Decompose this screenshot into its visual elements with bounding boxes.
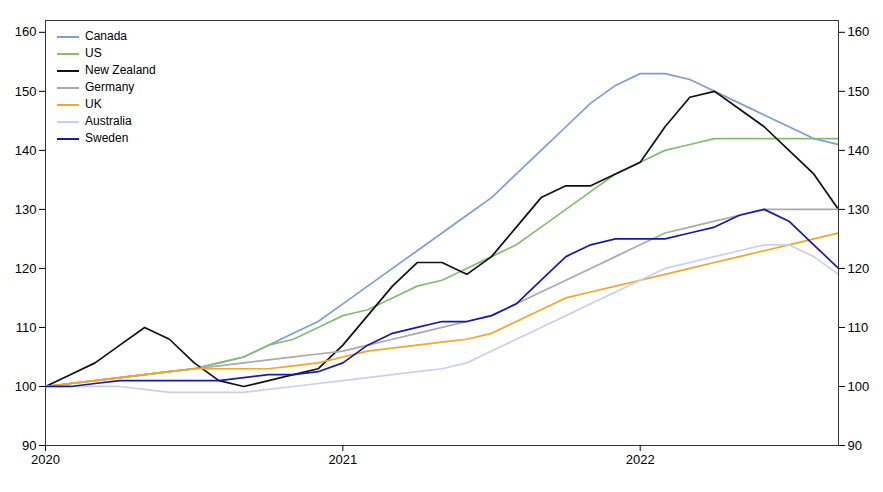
svg-text:120: 120 (848, 261, 870, 276)
svg-text:150: 150 (15, 83, 37, 98)
svg-text:110: 110 (16, 320, 37, 335)
svg-text:110: 110 (848, 320, 869, 335)
svg-text:2020: 2020 (31, 452, 60, 467)
svg-text:120: 120 (15, 261, 37, 276)
svg-text:140: 140 (848, 143, 870, 158)
svg-text:2022: 2022 (626, 452, 655, 467)
svg-text:100: 100 (848, 379, 870, 394)
svg-text:90: 90 (848, 438, 862, 453)
svg-text:100: 100 (15, 379, 37, 394)
svg-text:90: 90 (22, 438, 36, 453)
svg-text:130: 130 (15, 202, 37, 217)
html-text:Australia: Australia (85, 114, 132, 128)
html-text:US: US (85, 46, 102, 60)
html-text:Sweden: Sweden (85, 131, 129, 145)
html-text:Canada: Canada (85, 29, 127, 43)
svg-text:140: 140 (15, 143, 37, 158)
html-text:New Zealand: New Zealand (85, 63, 156, 77)
html-text:UK: UK (85, 97, 102, 111)
html-text:Germany: Germany (85, 80, 135, 94)
svg-text:2021: 2021 (328, 452, 357, 467)
svg-text:130: 130 (848, 202, 870, 217)
svg-text:160: 160 (15, 24, 37, 39)
svg-text:150: 150 (848, 83, 870, 98)
svg-text:160: 160 (848, 24, 870, 39)
